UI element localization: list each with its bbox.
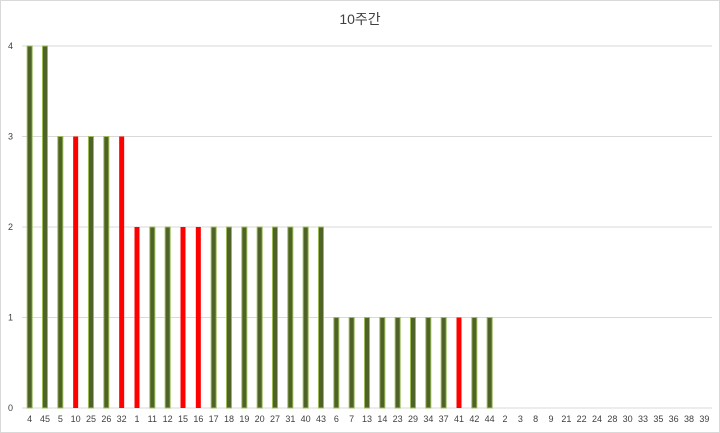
bar-highlighted xyxy=(134,227,140,408)
x-tick-label: 16 xyxy=(193,414,203,424)
x-tick-label: 7 xyxy=(349,414,354,424)
bar xyxy=(287,226,294,409)
x-tick-label: 4 xyxy=(27,414,32,424)
bar xyxy=(226,226,232,409)
x-tick-label: 19 xyxy=(239,414,249,424)
x-tick-label: 28 xyxy=(607,414,617,424)
x-tick-label: 29 xyxy=(408,414,418,424)
bar xyxy=(164,226,171,409)
x-tick-label: 33 xyxy=(638,414,648,424)
x-tick-label: 42 xyxy=(469,414,479,424)
bar xyxy=(379,317,386,409)
x-tick-label: 31 xyxy=(285,414,295,424)
bar xyxy=(410,317,416,409)
x-tick-label: 27 xyxy=(270,414,280,424)
x-tick-label: 40 xyxy=(301,414,311,424)
bar xyxy=(241,226,248,409)
x-tick-label: 38 xyxy=(684,414,694,424)
x-tick-label: 12 xyxy=(163,414,173,424)
y-tick-label: 4 xyxy=(8,41,13,51)
bar xyxy=(486,317,493,409)
x-tick-label: 23 xyxy=(393,414,403,424)
y-tick-label: 3 xyxy=(8,132,13,142)
bar xyxy=(57,136,64,409)
bar-highlighted xyxy=(195,227,201,408)
x-tick-label: 20 xyxy=(255,414,265,424)
x-tick-label: 30 xyxy=(623,414,633,424)
bar-highlighted xyxy=(119,136,125,408)
x-tick-label: 10 xyxy=(71,414,81,424)
x-tick-label: 5 xyxy=(58,414,63,424)
x-tick-label: 8 xyxy=(533,414,538,424)
x-tick-label: 45 xyxy=(40,414,50,424)
y-tick-label: 0 xyxy=(8,403,13,413)
x-tick-label: 1 xyxy=(134,414,139,424)
x-tick-label: 36 xyxy=(669,414,679,424)
bar xyxy=(149,226,156,409)
bar xyxy=(318,226,324,409)
x-tick-label: 35 xyxy=(653,414,663,424)
x-tick-label: 2 xyxy=(502,414,507,424)
bar xyxy=(302,226,309,409)
bar-highlighted xyxy=(73,136,79,408)
bar xyxy=(394,317,401,409)
x-tick-label: 17 xyxy=(209,414,219,424)
bar xyxy=(42,45,48,409)
x-tick-label: 37 xyxy=(439,414,449,424)
bar xyxy=(256,226,263,409)
bar xyxy=(440,317,447,409)
bar-highlighted xyxy=(180,227,186,408)
x-tick-label: 6 xyxy=(334,414,339,424)
x-tick-label: 26 xyxy=(101,414,111,424)
bar xyxy=(333,317,340,409)
bar-highlighted xyxy=(456,317,462,408)
bar xyxy=(471,317,478,409)
x-tick-label: 32 xyxy=(117,414,127,424)
bar xyxy=(348,317,355,409)
bar xyxy=(103,136,110,409)
x-tick-label: 24 xyxy=(592,414,602,424)
bar xyxy=(26,45,33,409)
bar xyxy=(210,226,217,409)
x-tick-label: 44 xyxy=(485,414,495,424)
y-tick-label: 2 xyxy=(8,222,13,232)
x-tick-label: 21 xyxy=(561,414,571,424)
bar xyxy=(272,226,278,409)
bar xyxy=(88,136,94,409)
chart-title: 10주간 xyxy=(339,11,381,27)
x-tick-label: 22 xyxy=(577,414,587,424)
x-tick-label: 13 xyxy=(362,414,372,424)
x-tick-label: 3 xyxy=(518,414,523,424)
x-tick-label: 43 xyxy=(316,414,326,424)
y-tick-label: 1 xyxy=(8,313,13,323)
x-tick-label: 41 xyxy=(454,414,464,424)
bar xyxy=(364,317,370,409)
bar xyxy=(425,317,432,409)
x-tick-label: 39 xyxy=(699,414,709,424)
x-tick-label: 18 xyxy=(224,414,234,424)
x-tick-label: 9 xyxy=(548,414,553,424)
x-tick-label: 34 xyxy=(423,414,433,424)
x-tick-label: 11 xyxy=(148,414,157,424)
x-tick-label: 14 xyxy=(377,414,387,424)
x-tick-label: 15 xyxy=(178,414,188,424)
x-tick-label: 25 xyxy=(86,414,96,424)
